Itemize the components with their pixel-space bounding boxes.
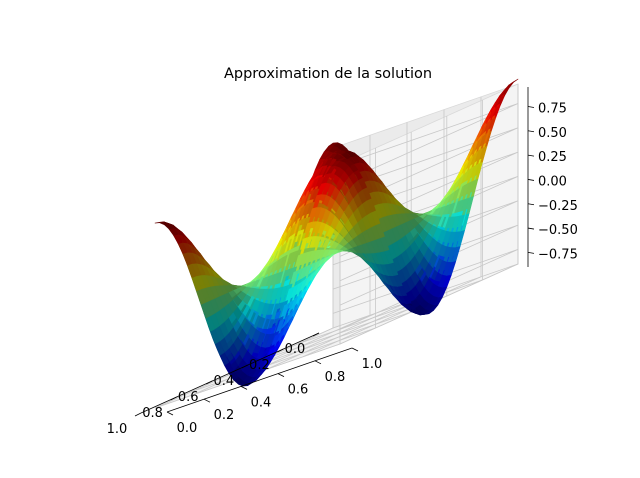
x-tick-label: 0.0	[285, 342, 306, 357]
x-tick-mark	[277, 348, 284, 353]
x-tick-label: 0.8	[142, 406, 163, 421]
y-tick-mark	[351, 347, 359, 352]
y-tick-mark	[240, 386, 248, 390]
y-tick-label: 1.0	[362, 357, 383, 372]
y-tick-label: 0.6	[288, 383, 309, 398]
z-tick-mark	[527, 154, 535, 157]
z-tick-mark	[527, 227, 535, 230]
z-tick-label: 0.25	[538, 150, 567, 165]
surface-patch	[154, 221, 165, 224]
x-tick-mark	[170, 396, 177, 401]
z-tick-label: 0.75	[538, 101, 567, 116]
grid-line-z	[332, 103, 519, 184]
x-tick-label: 1.0	[107, 422, 128, 437]
y-tick-label: 0.2	[214, 408, 235, 423]
grid-line-y	[339, 84, 519, 345]
z-tick-label: −0.75	[538, 247, 578, 262]
x-tick-mark	[241, 364, 248, 369]
y-tick-mark	[203, 398, 211, 403]
y-tick-mark	[166, 411, 174, 416]
axis-ticks: 0.0 0.2 0.4 0.6 0.8 1.0 0.0 0.2 0.4 0.6 0.8 1.0 −0.7…	[107, 87, 578, 437]
x-tick-label: 0.2	[249, 358, 270, 373]
x-tick-label: 0.6	[178, 390, 199, 405]
x-tick-mark	[206, 380, 213, 385]
z-tick-mark	[527, 252, 535, 254]
y-tick-mark	[277, 373, 285, 377]
surface-plot	[154, 78, 519, 387]
chart-title: Approximation de la solution	[224, 66, 432, 82]
z-tick-label: 0.50	[538, 126, 567, 141]
z-tick-label: −0.50	[538, 223, 578, 238]
grid-line-z	[332, 127, 519, 209]
x-tick-mark	[134, 412, 142, 417]
y-tick-mark	[314, 360, 322, 365]
y-tick-label: 0.4	[251, 395, 272, 410]
z-tick-mark	[527, 179, 535, 181]
z-tick-mark	[527, 130, 535, 133]
y-axis-line	[166, 347, 353, 413]
x-tick-label: 0.4	[213, 374, 234, 389]
z-tick-mark	[527, 203, 535, 206]
y-tick-label: 0.0	[177, 421, 198, 436]
x-tick-mark	[312, 332, 320, 337]
z-tick-label: −0.25	[538, 199, 578, 214]
z-tick-mark	[527, 106, 535, 108]
z-tick-label: 0.00	[538, 174, 567, 189]
y-tick-label: 0.8	[325, 370, 346, 385]
